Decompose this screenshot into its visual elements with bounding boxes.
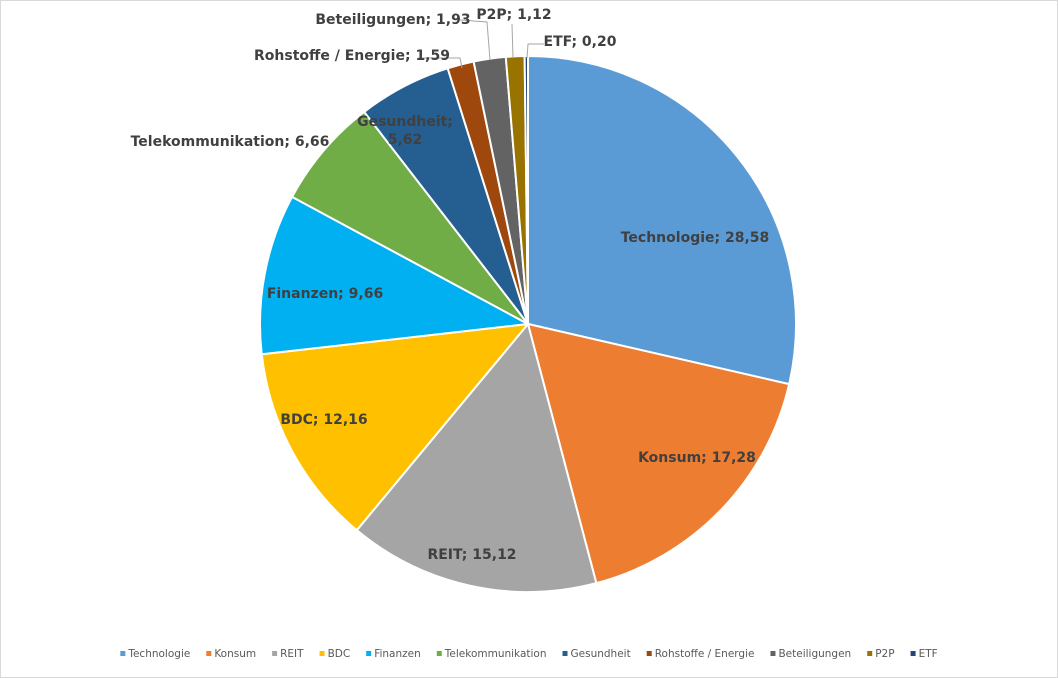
legend-label: Finanzen <box>374 648 421 660</box>
legend-label: Rohstoffe / Energie <box>655 648 755 660</box>
data-label-bdc: BDC; 12,16 <box>280 412 367 428</box>
legend-label: Beteiligungen <box>778 648 851 660</box>
pie-slice-telekommunikation <box>290 110 529 325</box>
legend-label: Konsum <box>214 648 256 660</box>
legend-item-telekommunikation: Telekommunikation <box>436 648 547 660</box>
pie-slice-etf <box>523 54 529 325</box>
legend-item-technologie: Technologie <box>120 648 190 660</box>
data-label-gesundheit: Gesundheit; 5,62 <box>357 114 453 148</box>
leader-line-beteiligungen <box>459 19 491 61</box>
legend-item-p2p: P2P <box>867 648 895 660</box>
pie-slice-technologie <box>527 54 797 386</box>
legend-swatch <box>646 651 652 656</box>
pie-slice-konsum <box>526 322 791 585</box>
data-label-etf: ETF; 0,20 <box>544 34 617 50</box>
legend-item-beteiligungen: Beteiligungen <box>770 648 851 660</box>
legend-item-finanzen: Finanzen <box>366 648 421 660</box>
data-label-rohstoffe-energie: Rohstoffe / Energie; 1,59 <box>254 48 450 64</box>
legend-swatch <box>319 651 325 656</box>
legend-swatch <box>436 651 442 656</box>
legend-label: BDC <box>328 648 351 660</box>
legend-swatch <box>366 651 372 656</box>
leader-line-rohstoffe-energie <box>418 57 463 69</box>
legend-item-bdc: BDC <box>319 648 351 660</box>
data-label-konsum: Konsum; 17,28 <box>638 450 756 466</box>
legend-label: ETF <box>919 648 938 660</box>
legend-swatch <box>770 651 776 656</box>
legend-swatch <box>867 651 873 656</box>
data-label-finanzen: Finanzen; 9,66 <box>267 286 383 302</box>
legend-item-rohstoffe-energie: Rohstoffe / Energie <box>646 648 755 660</box>
legend-swatch <box>272 651 278 656</box>
legend-item-etf: ETF <box>910 648 938 660</box>
pie-slice-finanzen <box>259 195 532 356</box>
legend-label: P2P <box>875 648 894 660</box>
data-label-reit: REIT; 15,12 <box>427 547 516 563</box>
legend-item-gesundheit: Gesundheit <box>562 648 631 660</box>
data-label-technologie: Technologie; 28,58 <box>621 230 770 246</box>
pie-slice-reit <box>355 321 598 593</box>
legend-swatch <box>910 651 916 656</box>
legend-swatch <box>120 651 126 656</box>
pie-slice-bdc <box>260 322 531 532</box>
legend-item-konsum: Konsum <box>206 648 256 660</box>
legend-label: Telekommunikation <box>444 648 547 660</box>
data-label-beteiligungen: Beteiligungen; 1,93 <box>315 12 470 28</box>
legend-label: Gesundheit <box>571 648 631 660</box>
legend-label: Technologie <box>127 648 190 660</box>
data-label-p2p: P2P; 1,12 <box>476 7 551 23</box>
legend-item-reit: REIT <box>272 648 304 660</box>
leader-line-etf <box>526 43 544 59</box>
legend-label: REIT <box>280 648 304 660</box>
legend-swatch <box>206 651 212 656</box>
leader-line-p2p <box>511 23 514 59</box>
legend-swatch <box>562 651 568 656</box>
data-label-telekommunikation: Telekommunikation; 6,66 <box>131 134 330 150</box>
